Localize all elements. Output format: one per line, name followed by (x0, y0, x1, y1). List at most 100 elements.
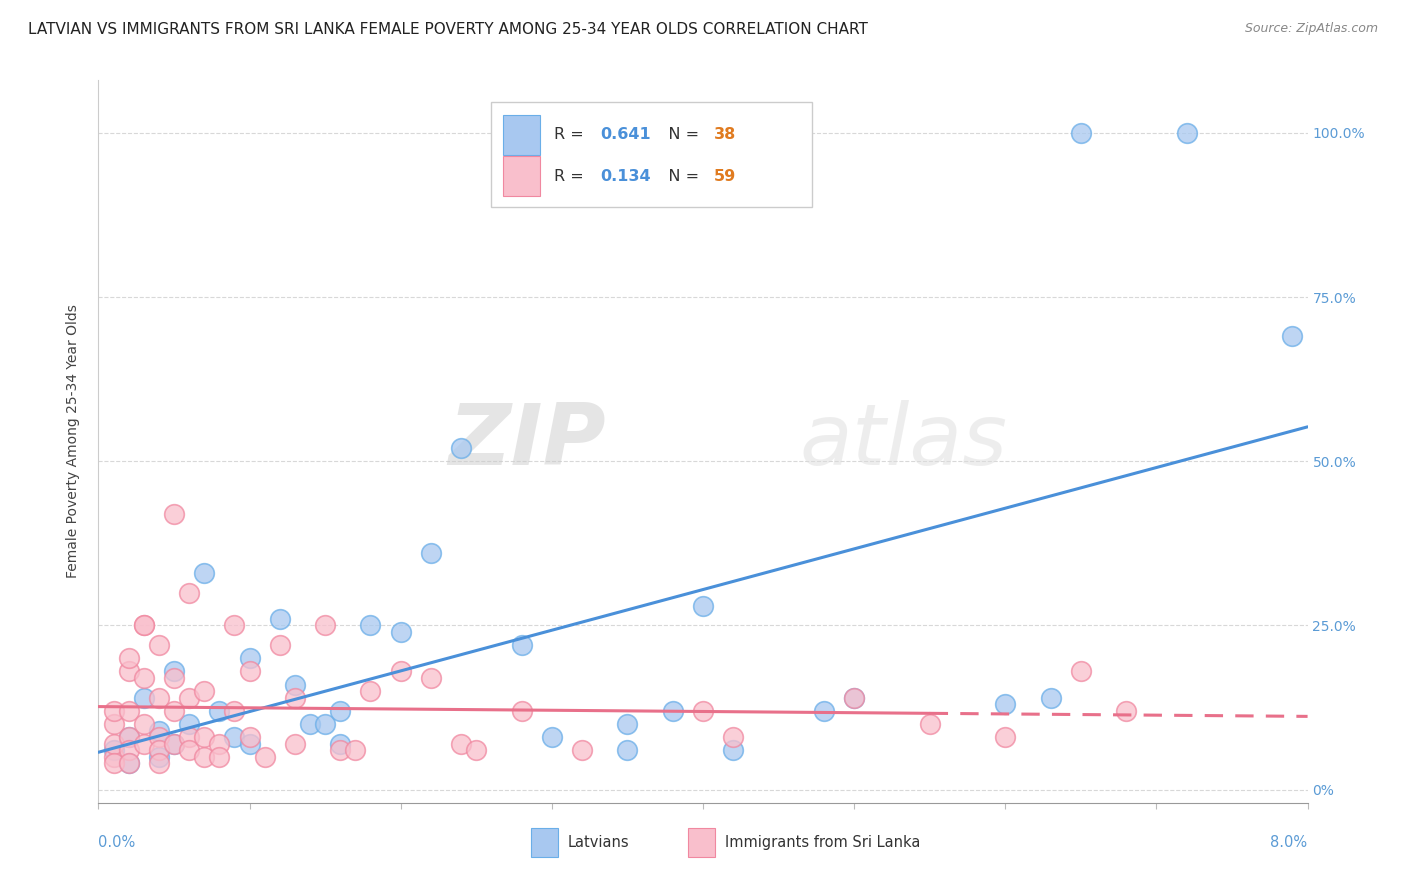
Point (692, 599, 714, 613)
Point (148, 743, 170, 757)
Point (103, 704, 125, 718)
Bar (503, 156, 540, 196)
Point (118, 756, 141, 771)
Point (389, 665, 412, 679)
Point (723, 743, 745, 757)
Bar (531, 828, 558, 857)
Point (163, 704, 186, 718)
Text: 59: 59 (714, 169, 737, 184)
Text: Immigrants from Sri Lanka: Immigrants from Sri Lanka (724, 835, 920, 850)
Text: LATVIAN VS IMMIGRANTS FROM SRI LANKA FEMALE POVERTY AMONG 25-34 YEAR OLDS CORREL: LATVIAN VS IMMIGRANTS FROM SRI LANKA FEM… (28, 22, 868, 37)
Text: atlas: atlas (800, 400, 1008, 483)
Y-axis label: Female Poverty Among 25-34 Year Olds: Female Poverty Among 25-34 Year Olds (66, 304, 80, 579)
Point (239, 665, 262, 679)
Point (179, 690, 201, 705)
Point (224, 618, 246, 632)
Point (314, 618, 336, 632)
Point (420, 671, 443, 685)
Point (813, 704, 835, 718)
Point (360, 684, 382, 698)
Point (148, 749, 170, 764)
Point (103, 749, 125, 764)
Point (148, 723, 170, 738)
Point (450, 441, 472, 455)
Bar (503, 115, 540, 154)
Text: ZIP: ZIP (449, 400, 606, 483)
Point (132, 618, 155, 632)
Point (148, 638, 170, 652)
Point (269, 638, 291, 652)
Point (148, 730, 170, 744)
Point (208, 704, 231, 718)
Point (284, 677, 307, 691)
Point (118, 743, 141, 757)
Point (1070, 126, 1092, 140)
Text: Latvians: Latvians (568, 835, 630, 850)
Point (239, 651, 262, 665)
Point (994, 730, 1017, 744)
Point (661, 704, 683, 718)
Point (994, 698, 1017, 712)
Point (1039, 690, 1062, 705)
Point (269, 612, 291, 626)
Text: N =: N = (654, 128, 704, 143)
Point (389, 625, 412, 640)
Point (103, 756, 125, 771)
Text: R =: R = (554, 169, 589, 184)
Point (253, 749, 276, 764)
Point (118, 730, 141, 744)
Point (118, 756, 141, 771)
Point (208, 749, 231, 764)
Point (224, 704, 246, 718)
Text: N =: N = (654, 169, 704, 184)
Text: 0.134: 0.134 (600, 169, 651, 184)
Point (299, 717, 322, 731)
Point (465, 743, 488, 757)
Point (420, 546, 443, 560)
Point (132, 690, 155, 705)
Point (360, 618, 382, 632)
Text: 8.0%: 8.0% (1271, 835, 1308, 850)
Point (193, 566, 215, 580)
Point (163, 737, 186, 751)
Point (616, 717, 638, 731)
Point (148, 690, 170, 705)
Point (540, 730, 562, 744)
Point (132, 717, 155, 731)
Point (224, 730, 246, 744)
Point (1175, 126, 1198, 140)
Point (1281, 329, 1303, 343)
Point (132, 618, 155, 632)
Point (103, 737, 125, 751)
Point (844, 690, 866, 705)
Point (329, 704, 352, 718)
Point (918, 717, 941, 731)
Point (163, 665, 186, 679)
Point (179, 730, 201, 744)
Point (118, 730, 141, 744)
Text: 38: 38 (714, 128, 737, 143)
FancyBboxPatch shape (492, 102, 811, 207)
Text: R =: R = (554, 128, 589, 143)
Point (163, 737, 186, 751)
Point (193, 749, 215, 764)
Point (344, 743, 367, 757)
Point (118, 665, 141, 679)
Point (163, 671, 186, 685)
Point (179, 717, 201, 731)
Point (193, 684, 215, 698)
Point (193, 730, 215, 744)
Point (208, 737, 231, 751)
Point (1115, 704, 1137, 718)
Point (118, 651, 141, 665)
Point (132, 737, 155, 751)
Point (510, 638, 533, 652)
Text: Source: ZipAtlas.com: Source: ZipAtlas.com (1244, 22, 1378, 36)
Point (103, 717, 125, 731)
Point (118, 704, 141, 718)
Point (723, 730, 745, 744)
Point (692, 704, 714, 718)
Point (329, 743, 352, 757)
Point (284, 690, 307, 705)
Point (616, 743, 638, 757)
